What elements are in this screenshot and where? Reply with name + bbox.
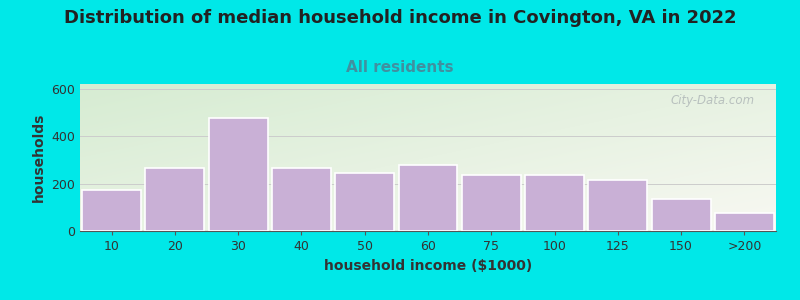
Bar bbox=[209, 118, 268, 231]
Bar bbox=[272, 168, 331, 231]
Bar bbox=[146, 168, 204, 231]
Bar bbox=[462, 175, 521, 231]
Bar bbox=[82, 190, 141, 231]
X-axis label: household income ($1000): household income ($1000) bbox=[324, 259, 532, 273]
Bar bbox=[525, 175, 584, 231]
Y-axis label: households: households bbox=[32, 113, 46, 202]
Bar bbox=[398, 165, 458, 231]
Text: City-Data.com: City-Data.com bbox=[671, 94, 755, 107]
Bar bbox=[335, 173, 394, 231]
Bar bbox=[652, 199, 710, 231]
Text: All residents: All residents bbox=[346, 60, 454, 75]
Text: Distribution of median household income in Covington, VA in 2022: Distribution of median household income … bbox=[64, 9, 736, 27]
Bar bbox=[715, 213, 774, 231]
Bar bbox=[588, 180, 647, 231]
